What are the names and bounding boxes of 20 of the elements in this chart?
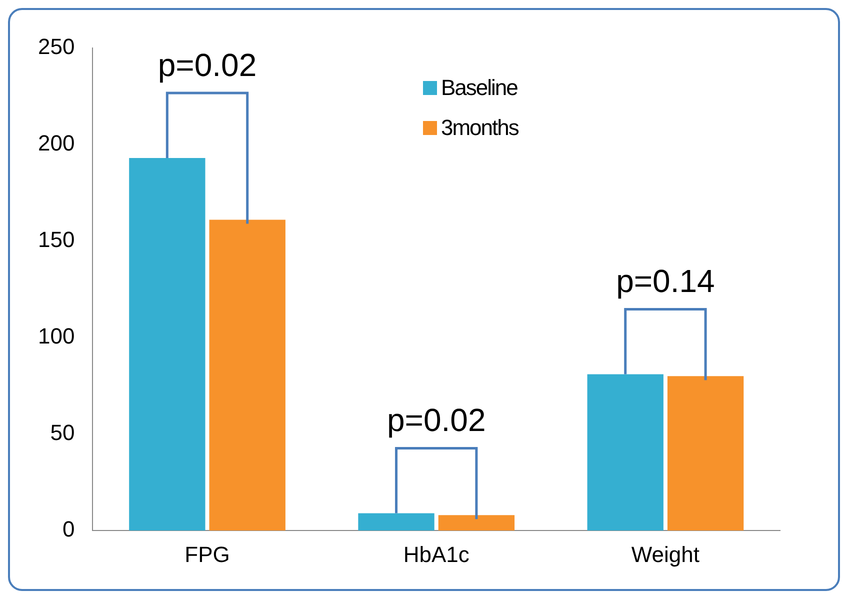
bar — [209, 220, 286, 531]
bar — [129, 158, 206, 531]
bar — [667, 376, 744, 531]
bar — [587, 374, 664, 531]
x-tick-label: Weight — [631, 542, 700, 567]
y-tick-label: 50 — [50, 420, 75, 446]
y-tick-label: 200 — [38, 130, 75, 156]
x-tick-label: HbA1c — [403, 542, 470, 567]
annotation: p=0.14 — [616, 263, 715, 300]
bar — [438, 515, 515, 531]
legend-label: 3months — [441, 114, 518, 142]
y-tick-label: 0 — [62, 516, 75, 542]
legend-label: Baseline — [441, 74, 518, 102]
annotation: p=0.02 — [386, 402, 486, 438]
annotation: p=0.02 — [158, 46, 257, 83]
bar — [358, 513, 434, 531]
x-tick-label: FPG — [184, 542, 230, 567]
y-tick-label: 150 — [38, 227, 75, 252]
y-tick-label: 250 — [38, 34, 75, 60]
y-tick-label: 100 — [38, 324, 75, 349]
